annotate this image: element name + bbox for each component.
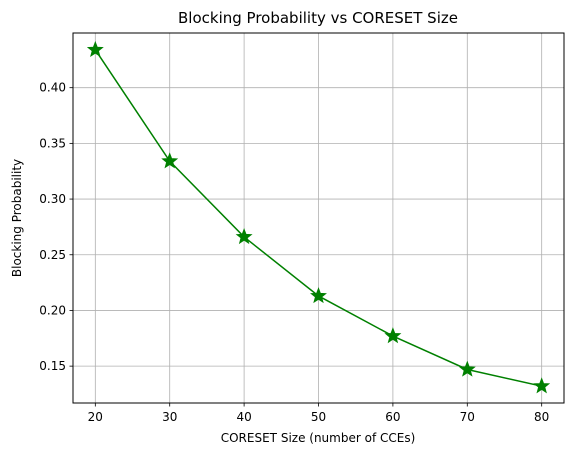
x-tick-label: 80	[534, 410, 549, 424]
y-tick-label: 0.20	[39, 303, 66, 317]
y-tick-label: 0.25	[39, 248, 66, 262]
x-tick-label: 20	[88, 410, 103, 424]
x-tick-label: 40	[236, 410, 251, 424]
chart-title: Blocking Probability vs CORESET Size	[178, 9, 458, 27]
x-tick-label: 50	[311, 410, 326, 424]
y-axis: 0.15 0.20 0.25 0.30 0.35 0.40	[39, 81, 73, 373]
y-axis-label: Blocking Probability	[10, 159, 24, 277]
y-tick-label: 0.35	[39, 136, 66, 150]
y-tick-label: 0.40	[39, 81, 66, 95]
y-tick-label: 0.30	[39, 192, 66, 206]
y-tick-label: 0.15	[39, 359, 66, 373]
grid	[73, 33, 564, 403]
x-tick-label: 60	[385, 410, 400, 424]
x-tick-label: 30	[162, 410, 177, 424]
x-axis: 20 30 40 50 60 70 80	[88, 403, 550, 424]
x-tick-label: 70	[460, 410, 475, 424]
x-axis-label: CORESET Size (number of CCEs)	[221, 431, 416, 445]
